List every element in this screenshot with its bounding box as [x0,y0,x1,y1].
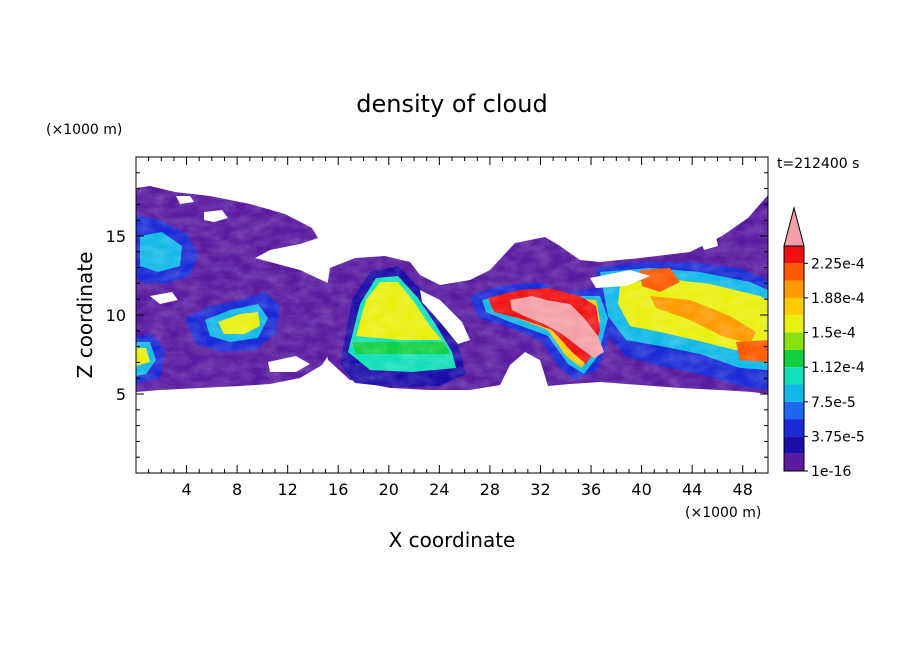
x-tick-label: 16 [328,480,348,499]
colorbar-label: 1.88e-4 [811,291,865,307]
colorbar-segment [784,401,804,420]
colorbar-segment [784,453,804,471]
cloud-field [136,157,768,473]
colorbar-segment [784,367,804,385]
turbulence-texture [136,157,768,473]
colorbar-segment [784,315,804,333]
colorbar-label: 1.5e-4 [811,326,856,342]
time-label: t=212400 s [777,156,859,172]
colorbar-segment [784,297,804,316]
x-tick-label: 40 [631,480,651,499]
colorbar-over-triangle [783,206,805,247]
x-tick-label: 44 [682,480,702,499]
colorbar-frame [783,245,805,472]
y-unit-label: (×1000 m) [46,122,122,138]
x-tick-label: 28 [480,480,500,499]
colorbar-segment [784,436,804,454]
colorbar: 1e-16 3.75e-5 7.5e-5 1.12e-4 1.5e-4 1.88e-4 2.… [783,206,865,480]
colorbar-segment [784,246,804,264]
x-axis-label: X coordinate [389,528,516,552]
colorbar-segment [784,349,804,368]
y-tick-label: 15 [106,227,126,246]
colorbar-segment [784,384,804,402]
x-tick-label: 32 [530,480,550,499]
x-tick-label: 48 [733,480,753,499]
colorbar-segment [784,280,804,298]
y-tick-label: 10 [106,306,126,325]
chart-title: density of cloud [356,90,547,118]
colorbar-label: 3.75e-5 [811,429,865,445]
x-tick-label: 36 [581,480,601,499]
x-tick-label: 4 [181,480,191,499]
x-tick-label: 12 [278,480,298,499]
colorbar-label: 7.5e-5 [811,395,856,411]
y-axis-label: Z coordinate [73,252,97,379]
x-tick-label: 20 [379,480,399,499]
colorbar-segment [784,332,804,350]
x-unit-label: (×1000 m) [685,505,761,521]
colorbar-label: 1e-16 [811,464,851,480]
colorbar-label: 2.25e-4 [811,256,865,272]
colorbar-segment [784,263,804,281]
colorbar-label: 1.12e-4 [811,360,865,376]
x-tick-label: 24 [429,480,449,499]
colorbar-segment [784,419,804,437]
x-tick-label: 8 [232,480,242,499]
y-tick-label: 5 [116,385,126,404]
